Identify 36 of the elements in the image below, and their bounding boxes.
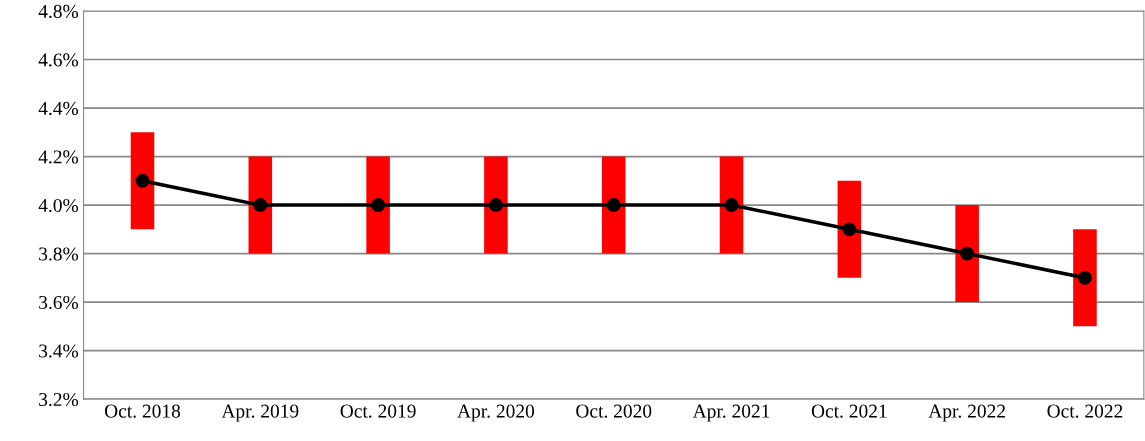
x-tick-label: Apr. 2022 xyxy=(928,404,1005,422)
y-tick-label: 3.4% xyxy=(39,344,79,358)
y-tick-label: 4.0% xyxy=(38,198,79,213)
point xyxy=(371,198,386,213)
x-tick-label: Oct. 2019 xyxy=(340,404,416,418)
y-tick-label: 4.6% xyxy=(38,53,79,67)
y-tick-label: 4.2% xyxy=(38,150,79,164)
y-tick-label: 3.8% xyxy=(39,247,79,261)
y-tick-label: 3.6% xyxy=(39,295,79,310)
x-tick-label: Oct. 2021 xyxy=(811,404,887,418)
y-tick-label: 4.4% xyxy=(38,101,79,116)
bar xyxy=(130,132,155,230)
point xyxy=(724,198,739,213)
x-tick-label: Oct. 2018 xyxy=(104,404,181,418)
bar xyxy=(366,156,390,254)
y-tick-label: 4.8% xyxy=(38,4,79,19)
point xyxy=(960,246,975,261)
bar xyxy=(484,156,508,254)
x-tick-label: Apr. 2021 xyxy=(692,404,770,422)
point xyxy=(1078,270,1092,285)
point xyxy=(842,222,857,237)
bar xyxy=(955,205,979,303)
point xyxy=(606,198,621,213)
point xyxy=(135,173,150,188)
bar xyxy=(719,156,744,254)
point xyxy=(488,198,503,213)
x-tick-label: Apr. 2019 xyxy=(221,404,299,422)
bar xyxy=(601,156,626,254)
bar xyxy=(1073,229,1097,327)
x-tick-label: Apr. 2020 xyxy=(457,404,535,422)
point xyxy=(253,198,268,213)
x-tick-label: Oct. 2022 xyxy=(1047,404,1123,418)
x-tick-label: Oct. 2020 xyxy=(576,404,652,418)
bar xyxy=(837,180,862,278)
y-tick-label: 3.2% xyxy=(39,392,79,407)
bar xyxy=(248,156,273,254)
